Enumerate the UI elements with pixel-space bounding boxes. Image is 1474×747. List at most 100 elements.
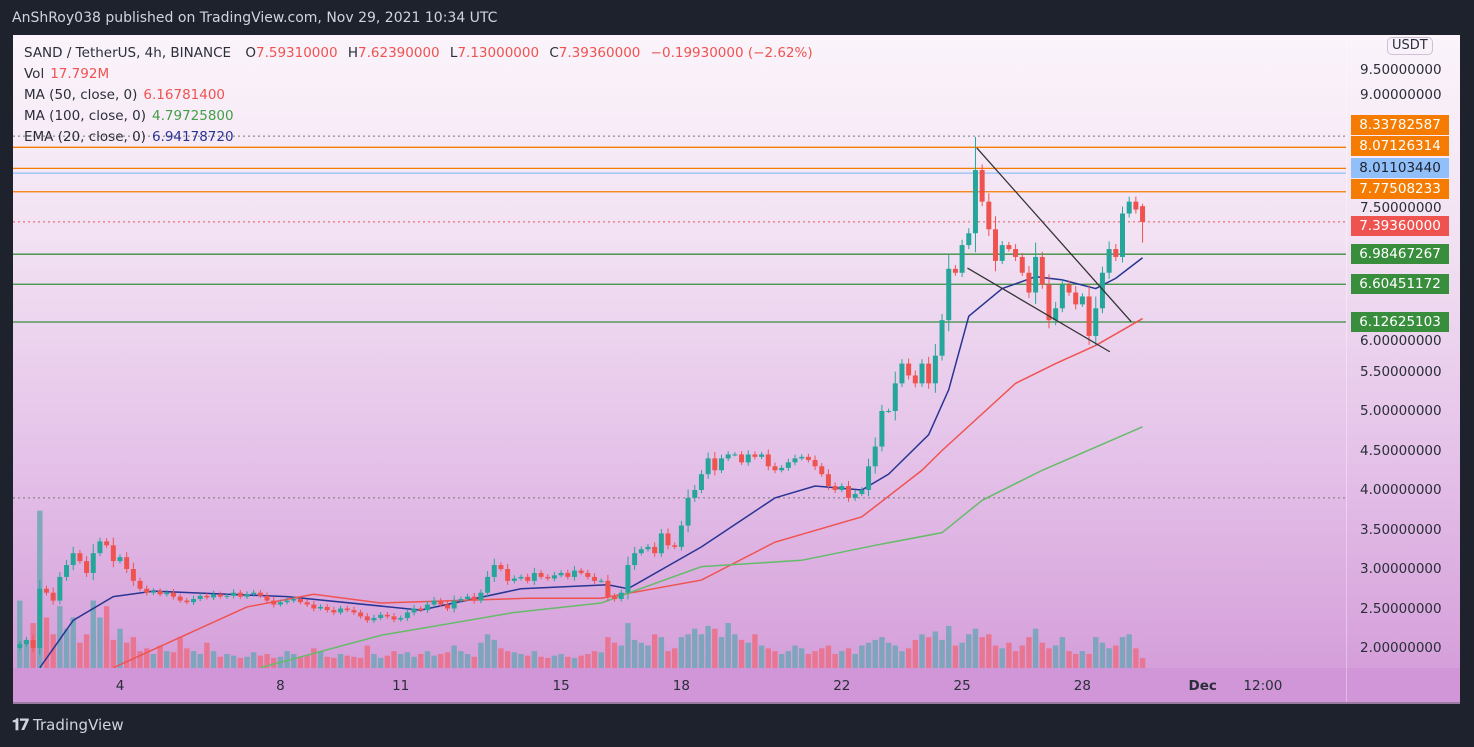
price-level-badge: 6.98467267 xyxy=(1351,244,1449,265)
legend-ma100-row[interactable]: MA (100, close, 0) 4.79725800 xyxy=(24,108,234,124)
volume-bar xyxy=(377,657,384,668)
candle-up xyxy=(277,602,283,605)
candle-down xyxy=(237,592,243,597)
candle-up xyxy=(164,592,170,595)
time-tick-label: 18 xyxy=(672,678,690,694)
candle-up xyxy=(551,575,557,579)
candle-down xyxy=(331,610,337,613)
legend-ema20-row[interactable]: EMA (20, close, 0) 6.94178720 xyxy=(24,129,234,145)
candle-down xyxy=(979,170,985,202)
volume-bar xyxy=(852,653,858,668)
currency-label[interactable]: USDT xyxy=(1387,37,1433,55)
legend-ma50-row[interactable]: MA (50, close, 0) 6.16781400 xyxy=(24,87,225,103)
candle-down xyxy=(578,570,584,573)
volume-bar xyxy=(17,600,23,668)
candle-down xyxy=(157,591,163,595)
candle-up xyxy=(946,268,952,321)
open-label: O xyxy=(245,45,256,61)
volume-bar xyxy=(839,651,845,668)
candle-up xyxy=(23,640,29,645)
candle-up xyxy=(745,454,751,463)
publish-header: AnShRoy038 published on TradingView.com,… xyxy=(12,10,498,26)
volume-bar xyxy=(351,656,357,668)
volume-bar xyxy=(578,655,584,668)
volume-bar xyxy=(1119,637,1126,668)
volume-bar xyxy=(792,645,798,668)
tradingview-logo[interactable]: 𝟏7 TradingView xyxy=(12,715,124,735)
candle-up xyxy=(371,617,377,621)
candle-down xyxy=(592,576,598,581)
candle-up xyxy=(17,644,23,648)
candle-up xyxy=(318,606,323,609)
close-value: 7.39360000 xyxy=(558,45,641,61)
candle-up xyxy=(378,614,384,618)
volume-bar xyxy=(1099,642,1106,668)
price-level-badge: 6.12625103 xyxy=(1351,312,1449,333)
volume-bar xyxy=(819,648,825,668)
candle-down xyxy=(344,608,350,611)
volume-bar xyxy=(598,652,604,668)
volume-bar xyxy=(438,653,444,668)
volume-bar xyxy=(103,606,110,668)
ma100-value: 4.79725800 xyxy=(152,108,234,124)
candle-up xyxy=(959,245,965,273)
candle-up xyxy=(698,474,704,490)
candle-down xyxy=(812,459,818,467)
legend-volume-row[interactable]: Vol 17.792M xyxy=(24,66,109,82)
time-tick-label: 15 xyxy=(552,678,570,694)
volume-bar xyxy=(90,600,96,668)
price-tick-label: 4.50000000 xyxy=(1360,442,1442,459)
candle-down xyxy=(1026,272,1032,293)
candle-up xyxy=(866,466,872,490)
candle-down xyxy=(418,608,424,611)
low-value: 7.13000000 xyxy=(457,45,540,61)
candle-up xyxy=(211,594,217,598)
volume-bar xyxy=(1046,648,1052,668)
volume-bar xyxy=(1139,658,1146,668)
volume-bar xyxy=(939,639,945,668)
trendline xyxy=(967,267,1111,353)
volume-bar xyxy=(952,645,959,668)
time-tick-label: Dec xyxy=(1188,678,1217,694)
volume-bar xyxy=(164,651,170,668)
tradingview-logo-icon: 𝟏7 xyxy=(12,715,30,734)
volume-bar xyxy=(458,651,464,668)
volume-bar xyxy=(237,657,243,668)
candle-down xyxy=(712,458,718,471)
candle-down xyxy=(1013,249,1019,257)
price-level-badge: 7.39360000 xyxy=(1351,216,1449,236)
volume-label: Vol xyxy=(24,66,45,82)
volume-bar xyxy=(912,639,919,668)
candle-up xyxy=(625,565,631,593)
trendlines xyxy=(967,147,1132,353)
candle-up xyxy=(732,454,738,456)
volume-bar xyxy=(645,645,651,668)
candle-down xyxy=(832,486,838,490)
volume-bar xyxy=(23,639,30,668)
candle-down xyxy=(297,599,303,603)
candle-up xyxy=(658,533,664,554)
volume-bar xyxy=(431,655,437,668)
candle-up xyxy=(852,493,858,498)
candle-up xyxy=(879,411,885,447)
volume-bar xyxy=(872,639,878,668)
volume-bar xyxy=(50,634,56,668)
volume-bar xyxy=(384,655,391,668)
candle-down xyxy=(906,363,912,376)
volume-bar xyxy=(738,639,745,668)
candle-up xyxy=(1079,296,1085,305)
candle-up xyxy=(97,541,103,554)
volume-bar xyxy=(43,617,50,668)
open-value: 7.59310000 xyxy=(255,45,338,61)
volume-bar xyxy=(418,653,424,668)
candle-down xyxy=(217,594,223,597)
price-tick-label: 4.00000000 xyxy=(1360,482,1442,498)
time-axis[interactable] xyxy=(13,668,1460,702)
candle-up xyxy=(458,599,464,601)
symbol-title[interactable]: SAND / TetherUS, 4h, BINANCE xyxy=(24,45,232,61)
candle-up xyxy=(759,454,765,457)
volume-bar xyxy=(224,653,230,668)
low-label: L xyxy=(449,45,458,61)
volume-bar xyxy=(77,642,83,668)
